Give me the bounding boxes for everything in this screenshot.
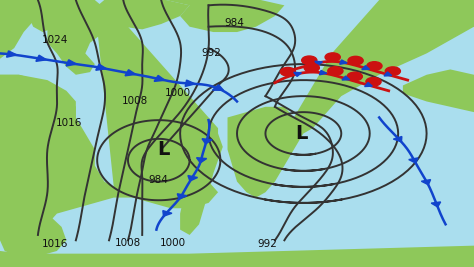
- Polygon shape: [212, 85, 224, 90]
- Polygon shape: [0, 75, 76, 219]
- Polygon shape: [0, 208, 66, 256]
- Circle shape: [280, 68, 295, 76]
- Polygon shape: [294, 0, 474, 134]
- Text: 992: 992: [258, 239, 278, 249]
- Text: 1024: 1024: [41, 35, 68, 45]
- Polygon shape: [393, 136, 402, 142]
- Polygon shape: [177, 194, 187, 199]
- Circle shape: [328, 67, 343, 75]
- Text: 992: 992: [201, 48, 221, 58]
- Circle shape: [385, 67, 401, 75]
- Text: 1000: 1000: [164, 88, 191, 99]
- Polygon shape: [228, 107, 303, 198]
- Circle shape: [304, 64, 319, 72]
- Polygon shape: [28, 0, 76, 32]
- Polygon shape: [47, 0, 114, 75]
- Text: 984: 984: [225, 18, 245, 28]
- Polygon shape: [96, 64, 107, 70]
- Polygon shape: [163, 211, 172, 216]
- Circle shape: [347, 72, 362, 81]
- Polygon shape: [431, 202, 441, 207]
- Polygon shape: [340, 60, 347, 64]
- Polygon shape: [7, 51, 17, 57]
- Polygon shape: [409, 158, 418, 163]
- Polygon shape: [197, 158, 207, 163]
- Text: 1008: 1008: [122, 96, 148, 107]
- Polygon shape: [166, 0, 284, 32]
- Polygon shape: [342, 76, 350, 80]
- Polygon shape: [0, 5, 218, 240]
- Polygon shape: [125, 70, 136, 76]
- Polygon shape: [154, 75, 165, 81]
- Text: 1016: 1016: [55, 118, 82, 128]
- Polygon shape: [362, 66, 370, 70]
- Polygon shape: [188, 175, 198, 181]
- Text: L: L: [295, 124, 307, 143]
- Text: 1016: 1016: [41, 239, 68, 249]
- Polygon shape: [365, 83, 372, 87]
- Polygon shape: [202, 139, 212, 144]
- Polygon shape: [0, 246, 474, 267]
- Circle shape: [366, 77, 381, 86]
- Polygon shape: [66, 60, 77, 66]
- Polygon shape: [294, 72, 301, 76]
- Polygon shape: [0, 0, 38, 59]
- Polygon shape: [421, 180, 430, 185]
- Circle shape: [325, 53, 340, 61]
- Text: 1000: 1000: [160, 238, 186, 248]
- Polygon shape: [185, 80, 195, 87]
- Polygon shape: [36, 55, 46, 61]
- Polygon shape: [384, 72, 392, 76]
- Polygon shape: [95, 0, 190, 29]
- Polygon shape: [319, 70, 327, 75]
- Polygon shape: [284, 0, 474, 27]
- Text: L: L: [157, 140, 170, 159]
- Polygon shape: [315, 61, 322, 65]
- Circle shape: [301, 56, 317, 65]
- Circle shape: [367, 62, 382, 70]
- Polygon shape: [180, 120, 223, 235]
- Circle shape: [348, 56, 363, 65]
- Polygon shape: [403, 69, 474, 112]
- Text: 1008: 1008: [115, 238, 141, 248]
- Text: 984: 984: [149, 175, 169, 185]
